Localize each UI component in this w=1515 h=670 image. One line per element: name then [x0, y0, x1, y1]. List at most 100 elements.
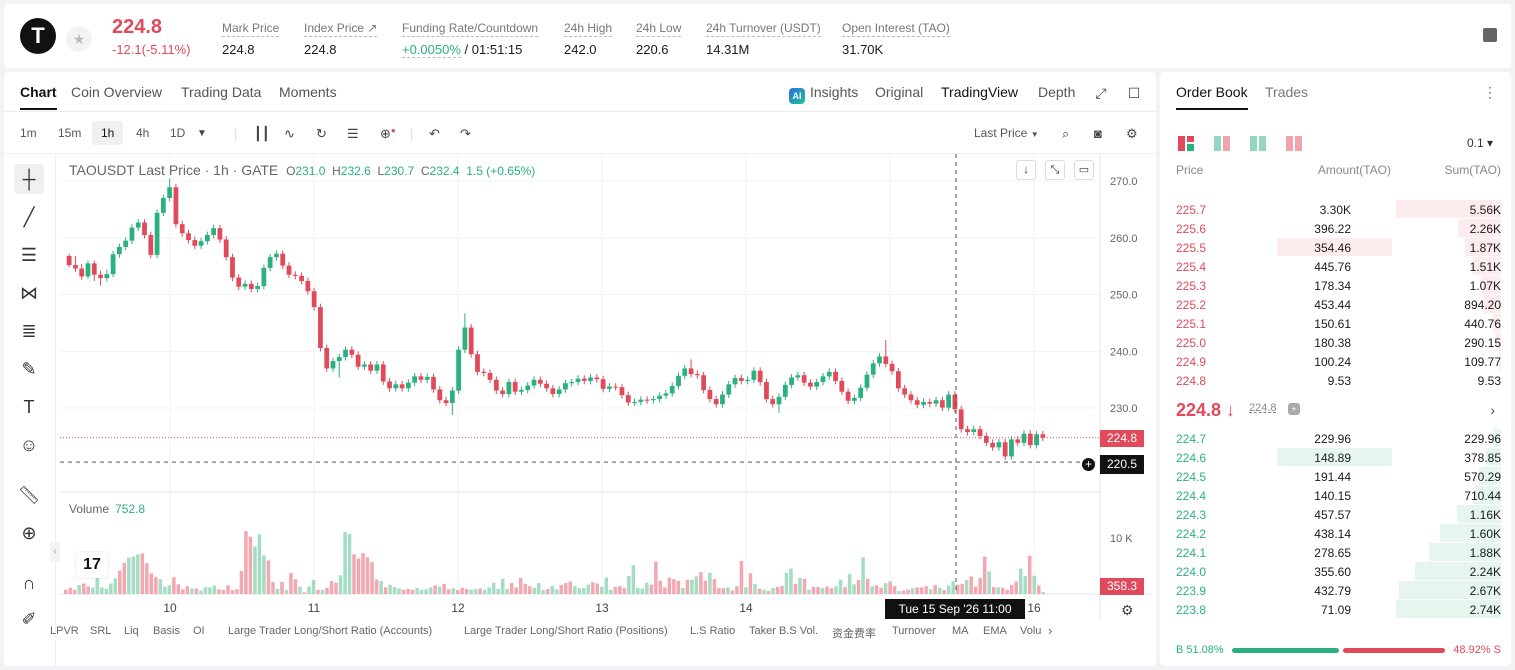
bid-row[interactable]: 224.4 140.15 710.44 [1160, 486, 1511, 505]
fullscreen-button[interactable]: ⤡ [1045, 160, 1065, 180]
candle-body [456, 349, 462, 391]
tab-chart[interactable]: Chart [20, 84, 57, 110]
tab-order-book[interactable]: Order Book [1176, 84, 1248, 110]
redo-icon[interactable]: ↷ [460, 126, 471, 141]
indicator-item[interactable]: Taker B.S Vol. [749, 625, 819, 637]
bid-row[interactable]: 224.2 438.14 1.60K [1160, 524, 1511, 543]
collapse-toolbar-icon[interactable]: ‹ [50, 542, 60, 562]
candle-body [588, 377, 593, 381]
brush-icon[interactable]: ✎ [21, 358, 37, 379]
replay-icon[interactable]: ↻ [316, 126, 327, 141]
alerts-icon[interactable]: ☰ [347, 126, 359, 141]
expand-icon[interactable]: ⤢ [1095, 85, 1107, 101]
candle-body [525, 385, 531, 391]
tab-moments[interactable]: Moments [279, 84, 337, 100]
view-original[interactable]: Original [875, 84, 924, 100]
ask-row[interactable]: 225.0 180.38 290.15 [1160, 333, 1511, 352]
timeframe-1m[interactable]: 1m [20, 126, 37, 140]
timeframe-15m[interactable]: 15m [58, 126, 82, 140]
bid-row[interactable]: 223.8 71.09 2.74K [1160, 600, 1511, 619]
chevron-down-icon[interactable]: ▼ [197, 128, 207, 139]
indicator-item[interactable]: Volu [1020, 625, 1042, 637]
indicator-item[interactable]: 资金费率 [832, 628, 876, 640]
text-icon[interactable]: T [23, 396, 35, 417]
view-insights[interactable]: AI Insights [789, 84, 858, 104]
chevron-right-icon[interactable]: › [1048, 623, 1053, 638]
indicator-item[interactable]: Large Trader Long/Short Ratio (Accounts) [228, 625, 433, 637]
bid-row[interactable]: 224.3 457.57 1.16K [1160, 505, 1511, 524]
layout-button[interactable]: ▭ [1074, 160, 1094, 180]
ask-row[interactable]: 225.6 396.22 2.26K [1160, 219, 1511, 238]
pencil-icon[interactable]: ✐ [21, 608, 37, 629]
trend-line-icon[interactable]: ╱ [23, 206, 35, 227]
more-icon[interactable]: ⋮ [1483, 84, 1497, 100]
bid-row[interactable]: 224.0 355.60 2.24K [1160, 562, 1511, 581]
precision-select[interactable]: 0.1 ▾ [1466, 136, 1493, 150]
axis-settings-icon[interactable]: ⚙ [1121, 602, 1134, 618]
view-depth[interactable]: Depth [1038, 84, 1076, 100]
indicator-item[interactable]: MA [952, 625, 969, 637]
volume-bar [370, 562, 374, 594]
candles-icon[interactable]: ┃┃ [254, 126, 270, 141]
ask-row[interactable]: 225.2 453.44 894.20 [1160, 295, 1511, 314]
stat-index-price[interactable]: Index Price ↗ 224.8 [304, 21, 378, 57]
bid-row[interactable]: 224.7 229.96 229.96 [1160, 429, 1511, 448]
camera-icon[interactable]: ◙ [1094, 126, 1102, 141]
indicator-item[interactable]: SRL [90, 625, 112, 637]
timeframe-1h[interactable]: 1h [92, 121, 124, 145]
view-both-alt-icon[interactable] [1214, 136, 1231, 151]
indicators-icon[interactable]: ∿ [284, 126, 295, 141]
search-icon[interactable]: ⌕ [1062, 126, 1070, 141]
price-source-select[interactable]: Last Price ▼ [974, 126, 1039, 140]
ask-row[interactable]: 224.8 9.53 9.53 [1160, 371, 1511, 390]
add-alert-icon[interactable]: + [1081, 457, 1096, 472]
bid-row[interactable]: 223.9 432.79 2.67K [1160, 581, 1511, 600]
tab-trading-data[interactable]: Trading Data [181, 84, 262, 100]
ask-row[interactable]: 225.1 150.61 440.76 [1160, 314, 1511, 333]
indicator-item[interactable]: Basis [153, 625, 180, 637]
candlestick-chart[interactable]: 270.0 260.0 250.0 240.0 230.0 10 K 10 11 12 13 14 1… [60, 154, 1152, 620]
zoom-in-icon[interactable]: ⊕ [21, 522, 37, 543]
indicator-item[interactable]: Large Trader Long/Short Ratio (Positions… [464, 625, 668, 637]
ask-row[interactable]: 225.4 445.76 1.51K [1160, 257, 1511, 276]
view-asks-icon[interactable] [1286, 136, 1303, 151]
gear-icon[interactable]: ⚙ [1126, 126, 1138, 141]
scroll-down-button[interactable]: ↓ [1016, 160, 1036, 180]
ask-row[interactable]: 225.5 354.46 1.87K [1160, 238, 1511, 257]
ask-row[interactable]: 225.7 3.30K 5.56K [1160, 200, 1511, 219]
bid-row[interactable]: 224.1 278.65 1.88K [1160, 543, 1511, 562]
indicator-item[interactable]: Liq [124, 625, 139, 637]
ask-row[interactable]: 224.9 100.24 109.77 [1160, 352, 1511, 371]
pattern-icon[interactable]: ⋈ [20, 282, 38, 303]
chevron-right-icon[interactable]: › [1490, 402, 1495, 418]
order-sum: 1.51K [1469, 260, 1501, 274]
timeframe-1d[interactable]: 1D [170, 126, 186, 140]
indicator-item[interactable]: Turnover [892, 625, 936, 637]
book-icon[interactable] [1483, 28, 1497, 42]
ruler-icon[interactable]: 📏︎ [17, 484, 41, 505]
window-icon[interactable]: ☐ [1127, 85, 1141, 101]
view-tradingview[interactable]: TradingView [941, 84, 1019, 100]
fib-icon[interactable]: ≣ [21, 320, 37, 341]
indicator-item[interactable]: LPVR [50, 625, 79, 637]
tab-coin-overview[interactable]: Coin Overview [71, 84, 163, 100]
view-bids-icon[interactable] [1250, 136, 1267, 151]
undo-icon[interactable]: ↶ [429, 126, 440, 141]
magnet-icon[interactable]: ∩ [22, 572, 36, 593]
bid-row[interactable]: 224.6 148.89 378.85 [1160, 448, 1511, 467]
timeframe-4h[interactable]: 4h [136, 126, 150, 140]
indicator-item[interactable]: L.S Ratio [690, 625, 736, 637]
ask-row[interactable]: 225.3 178.34 1.07K [1160, 276, 1511, 295]
indicator-item[interactable]: EMA [983, 625, 1007, 637]
tab-trades[interactable]: Trades [1265, 84, 1309, 100]
order-sum: 1.60K [1469, 527, 1501, 541]
horizontal-lines-icon[interactable]: ☰ [20, 244, 38, 265]
bid-row[interactable]: 224.5 191.44 570.29 [1160, 467, 1511, 486]
crosshair-icon[interactable]: ┼ [14, 164, 44, 194]
indicator-item[interactable]: OI [193, 625, 205, 637]
add-indicator-icon[interactable]: ⊕● [380, 126, 396, 141]
favorite-star-icon[interactable]: ★ [66, 26, 92, 52]
emoji-icon[interactable]: ☺ [19, 434, 39, 455]
view-both-icon[interactable] [1178, 136, 1195, 151]
tradingview-logo[interactable]: 17 [76, 552, 108, 578]
